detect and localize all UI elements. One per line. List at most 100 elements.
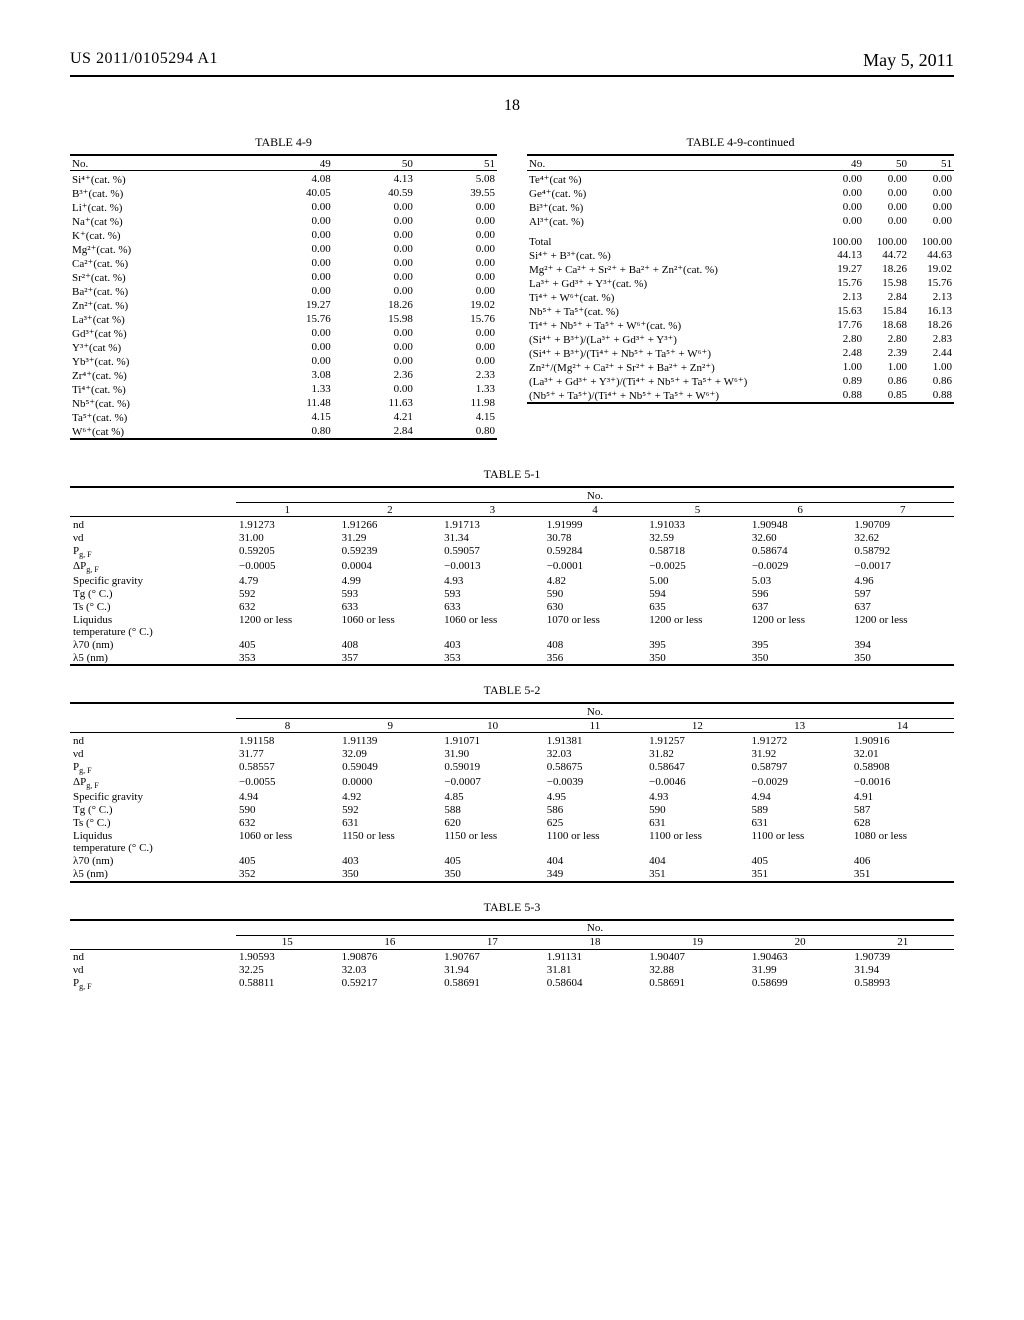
- row-label: Tg (° C.): [70, 587, 236, 600]
- cell: 351: [851, 868, 954, 882]
- cell: 2.36: [333, 368, 415, 382]
- table-row: Zn²⁺/(Mg²⁺ + Ca²⁺ + Sr²⁺ + Ba²⁺ + Zn²⁺)1…: [527, 360, 954, 374]
- cell: 0.00: [819, 214, 864, 228]
- cell: 635: [646, 600, 749, 613]
- cell: 31.00: [236, 531, 339, 544]
- table-5-3: TABLE 5-3 No.15161718192021nd1.905931.90…: [70, 900, 954, 992]
- cell: 628: [851, 817, 954, 830]
- row-label: ΔPg, F: [70, 776, 236, 791]
- cell: 0.58811: [236, 977, 339, 992]
- cell: 31.92: [749, 747, 851, 760]
- table-row: λ5 (nm)353357353356350350350: [70, 651, 954, 665]
- cell: 1100 or less: [646, 830, 748, 855]
- cell: 50: [333, 157, 415, 171]
- cell: 2.33: [415, 368, 497, 382]
- cell: 0.00: [415, 284, 497, 298]
- cell: 0.0000: [339, 776, 441, 791]
- cell: 0.00: [251, 326, 333, 340]
- cell: 0.59284: [544, 544, 647, 559]
- cell: 0.00: [333, 228, 415, 242]
- cell: 2.48: [819, 346, 864, 360]
- cell: 15: [236, 935, 339, 949]
- cell: 4.93: [441, 574, 544, 587]
- row-label: Ti⁴⁺(cat. %): [70, 382, 251, 396]
- cell: 1200 or less: [851, 613, 954, 638]
- row-label: (La³⁺ + Gd³⁺ + Y³⁺)/(Ti⁴⁺ + Nb⁵⁺ + Ta⁵⁺ …: [527, 374, 819, 388]
- table-row: nd1.911581.911391.910711.913811.912571.9…: [70, 734, 954, 747]
- cell: 2.84: [333, 424, 415, 439]
- cell: 0.58691: [646, 977, 749, 992]
- cell: 1.91713: [441, 518, 544, 531]
- row-label: Bi³⁺(cat. %): [527, 200, 819, 214]
- cell: 31.82: [646, 747, 748, 760]
- cell: 631: [339, 817, 441, 830]
- cell: 1100 or less: [749, 830, 851, 855]
- cell: 405: [236, 855, 339, 868]
- cell: 0.58718: [646, 544, 749, 559]
- cell: 7: [851, 503, 954, 517]
- cell: 16.13: [909, 304, 954, 318]
- cell: 0.59205: [236, 544, 339, 559]
- cell: 15.63: [819, 304, 864, 318]
- cell: 1.91272: [749, 734, 851, 747]
- row-label: No.: [527, 157, 819, 171]
- cell: 2: [339, 503, 442, 517]
- table-row: Nb⁵⁺ + Ta⁵⁺(cat. %)15.6315.8416.13: [527, 304, 954, 318]
- table-5-3-table: No.15161718192021nd1.905931.908761.90767…: [70, 919, 954, 992]
- cell: 0.86: [864, 374, 909, 388]
- cell: 32.88: [646, 964, 749, 977]
- table-row: K⁺(cat. %)0.000.000.00: [70, 228, 497, 242]
- cell: 0.00: [819, 172, 864, 186]
- cell: 625: [544, 817, 646, 830]
- cell: 0.00: [415, 200, 497, 214]
- cell: 630: [544, 600, 647, 613]
- cell: 632: [236, 600, 339, 613]
- cell: 357: [339, 651, 442, 665]
- table-5-2-table: No.891011121314nd1.911581.911391.910711.…: [70, 702, 954, 883]
- row-label: [70, 935, 236, 949]
- column-group-header: No.: [236, 922, 954, 936]
- table-row: Si⁴⁺ + B³⁺(cat. %)44.1344.7244.63: [527, 248, 954, 262]
- row-label: Na⁺(cat %): [70, 214, 251, 228]
- cell: 4.15: [415, 410, 497, 424]
- row-label: Total: [527, 235, 819, 248]
- cell: 351: [646, 868, 748, 882]
- row-label: La³⁺ + Gd³⁺ + Y³⁺(cat. %): [527, 276, 819, 290]
- cell: 0.00: [864, 214, 909, 228]
- cell: 0.00: [415, 270, 497, 284]
- cell: 15.98: [864, 276, 909, 290]
- row-label: λ5 (nm): [70, 651, 236, 665]
- cell: −0.0017: [851, 559, 954, 574]
- cell: 4.82: [544, 574, 647, 587]
- row-label: Specific gravity: [70, 574, 236, 587]
- cell: 631: [749, 817, 851, 830]
- cell: 19: [646, 935, 749, 949]
- table-row: λ70 (nm)405403405404404405406: [70, 855, 954, 868]
- cell: 590: [646, 804, 748, 817]
- cell: 15.76: [415, 312, 497, 326]
- cell: 0.00: [333, 382, 415, 396]
- table-row: Ti⁴⁺(cat. %)1.330.001.33: [70, 382, 497, 396]
- row-label: [70, 503, 236, 517]
- cell: 4: [544, 503, 647, 517]
- column-group-header: No.: [236, 489, 954, 503]
- cell: 405: [749, 855, 851, 868]
- cell: 1150 or less: [441, 830, 543, 855]
- cell: 350: [646, 651, 749, 665]
- row-label: Gd³⁺(cat %): [70, 326, 251, 340]
- cell: 0.00: [909, 186, 954, 200]
- cell: 18: [544, 935, 647, 949]
- table-row: Nb⁵⁺(cat. %)11.4811.6311.98: [70, 396, 497, 410]
- cell: 590: [544, 587, 647, 600]
- row-label: K⁺(cat. %): [70, 228, 251, 242]
- row-label: Nb⁵⁺(cat. %): [70, 396, 251, 410]
- cell: 18.26: [333, 298, 415, 312]
- table-row: Liquidustemperature (° C.)1200 or less10…: [70, 613, 954, 638]
- row-label: Pg, F: [70, 544, 236, 559]
- cell: 1.33: [415, 382, 497, 396]
- row-label: Yb³⁺(cat. %): [70, 354, 251, 368]
- cell: 1.90709: [851, 518, 954, 531]
- table-row: νd31.0031.2931.3430.7832.5932.6032.62: [70, 531, 954, 544]
- table-row: Gd³⁺(cat %)0.000.000.00: [70, 326, 497, 340]
- cell: 4.15: [251, 410, 333, 424]
